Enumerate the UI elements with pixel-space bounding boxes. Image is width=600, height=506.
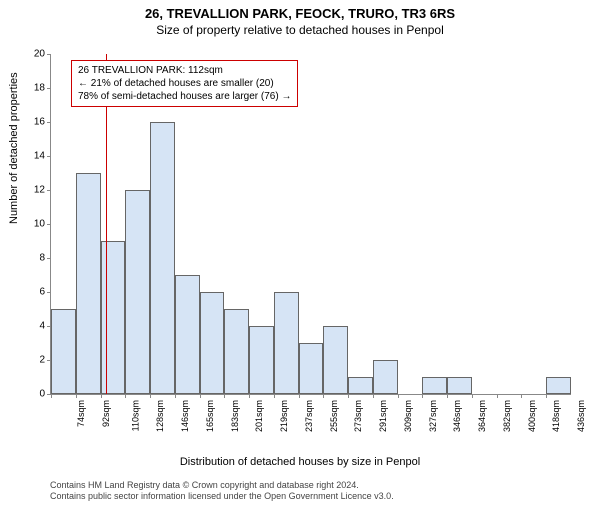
footer-line1: Contains HM Land Registry data © Crown c… — [50, 480, 394, 491]
x-tick-label: 291sqm — [378, 400, 388, 432]
y-tick-label: 0 — [25, 389, 45, 400]
y-tick-mark — [47, 88, 51, 89]
y-tick-mark — [47, 156, 51, 157]
annotation-line1: 26 TREVALLION PARK: 112sqm — [78, 64, 291, 77]
histogram-bar — [348, 377, 373, 394]
x-tick-label: 346sqm — [452, 400, 462, 432]
x-tick-label: 201sqm — [254, 400, 264, 432]
x-tick-label: 146sqm — [180, 400, 190, 432]
x-tick-mark — [373, 394, 374, 398]
x-tick-label: 400sqm — [527, 400, 537, 432]
x-tick-mark — [323, 394, 324, 398]
footer: Contains HM Land Registry data © Crown c… — [50, 480, 394, 502]
histogram-bar — [125, 190, 150, 394]
y-tick-label: 12 — [25, 185, 45, 196]
x-tick-mark — [348, 394, 349, 398]
y-tick-mark — [47, 292, 51, 293]
x-tick-label: 74sqm — [76, 400, 86, 427]
y-tick-label: 4 — [25, 321, 45, 332]
x-tick-label: 436sqm — [576, 400, 586, 432]
x-axis-label: Distribution of detached houses by size … — [0, 456, 600, 468]
y-tick-label: 2 — [25, 355, 45, 366]
histogram-bar — [274, 292, 299, 394]
x-tick-label: 309sqm — [403, 400, 413, 432]
x-tick-label: 382sqm — [502, 400, 512, 432]
x-tick-mark — [546, 394, 547, 398]
y-tick-label: 6 — [25, 287, 45, 298]
y-tick-label: 16 — [25, 117, 45, 128]
y-axis-label: Number of detached properties — [8, 72, 20, 224]
x-tick-mark — [447, 394, 448, 398]
y-tick-label: 20 — [25, 49, 45, 60]
histogram-bar — [299, 343, 324, 394]
x-tick-mark — [422, 394, 423, 398]
annotation-line2: ← 21% of detached houses are smaller (20… — [78, 77, 291, 90]
x-tick-mark — [125, 394, 126, 398]
histogram-bar — [224, 309, 249, 394]
x-tick-label: 92sqm — [101, 400, 111, 427]
x-tick-mark — [249, 394, 250, 398]
x-tick-label: 110sqm — [130, 400, 140, 431]
y-tick-label: 10 — [25, 219, 45, 230]
title-main: 26, TREVALLION PARK, FEOCK, TRURO, TR3 6… — [0, 6, 600, 21]
annotation-line3: 78% of semi-detached houses are larger (… — [78, 90, 291, 103]
x-tick-mark — [51, 394, 52, 398]
histogram-bar — [150, 122, 175, 394]
histogram-bar — [249, 326, 274, 394]
chart-container: 26, TREVALLION PARK, FEOCK, TRURO, TR3 6… — [0, 6, 600, 506]
x-tick-label: 237sqm — [304, 400, 314, 432]
histogram-bar — [323, 326, 348, 394]
x-tick-label: 327sqm — [428, 400, 438, 432]
x-tick-mark — [521, 394, 522, 398]
x-tick-label: 364sqm — [477, 400, 487, 432]
x-tick-label: 255sqm — [329, 400, 339, 432]
x-tick-mark — [76, 394, 77, 398]
title-sub: Size of property relative to detached ho… — [0, 23, 600, 37]
histogram-bar — [373, 360, 398, 394]
y-tick-label: 14 — [25, 151, 45, 162]
histogram-bar — [51, 309, 76, 394]
x-tick-label: 219sqm — [279, 400, 289, 432]
histogram-bar — [447, 377, 472, 394]
chart-area: 0246810121416182074sqm92sqm110sqm128sqm1… — [50, 54, 570, 394]
x-tick-mark — [150, 394, 151, 398]
x-tick-mark — [398, 394, 399, 398]
x-tick-label: 183sqm — [230, 400, 240, 432]
histogram-bar — [200, 292, 225, 394]
histogram-bar — [101, 241, 126, 394]
y-tick-mark — [47, 122, 51, 123]
y-tick-mark — [47, 224, 51, 225]
histogram-bar — [546, 377, 571, 394]
x-tick-label: 418sqm — [552, 400, 562, 432]
y-tick-mark — [47, 54, 51, 55]
histogram-bar — [76, 173, 101, 394]
x-tick-mark — [274, 394, 275, 398]
histogram-bar — [422, 377, 447, 394]
x-tick-mark — [224, 394, 225, 398]
x-tick-label: 273sqm — [353, 400, 363, 432]
y-tick-label: 8 — [25, 253, 45, 264]
x-tick-mark — [200, 394, 201, 398]
histogram-bar — [175, 275, 200, 394]
y-tick-label: 18 — [25, 83, 45, 94]
x-tick-mark — [472, 394, 473, 398]
x-tick-label: 128sqm — [155, 400, 165, 432]
x-tick-mark — [101, 394, 102, 398]
x-tick-mark — [497, 394, 498, 398]
x-tick-label: 165sqm — [205, 400, 215, 432]
y-tick-mark — [47, 190, 51, 191]
y-tick-mark — [47, 258, 51, 259]
plot-region: 0246810121416182074sqm92sqm110sqm128sqm1… — [50, 54, 571, 395]
footer-line2: Contains public sector information licen… — [50, 491, 394, 502]
x-tick-mark — [299, 394, 300, 398]
x-tick-mark — [175, 394, 176, 398]
annotation-box: 26 TREVALLION PARK: 112sqm← 21% of detac… — [71, 60, 298, 107]
